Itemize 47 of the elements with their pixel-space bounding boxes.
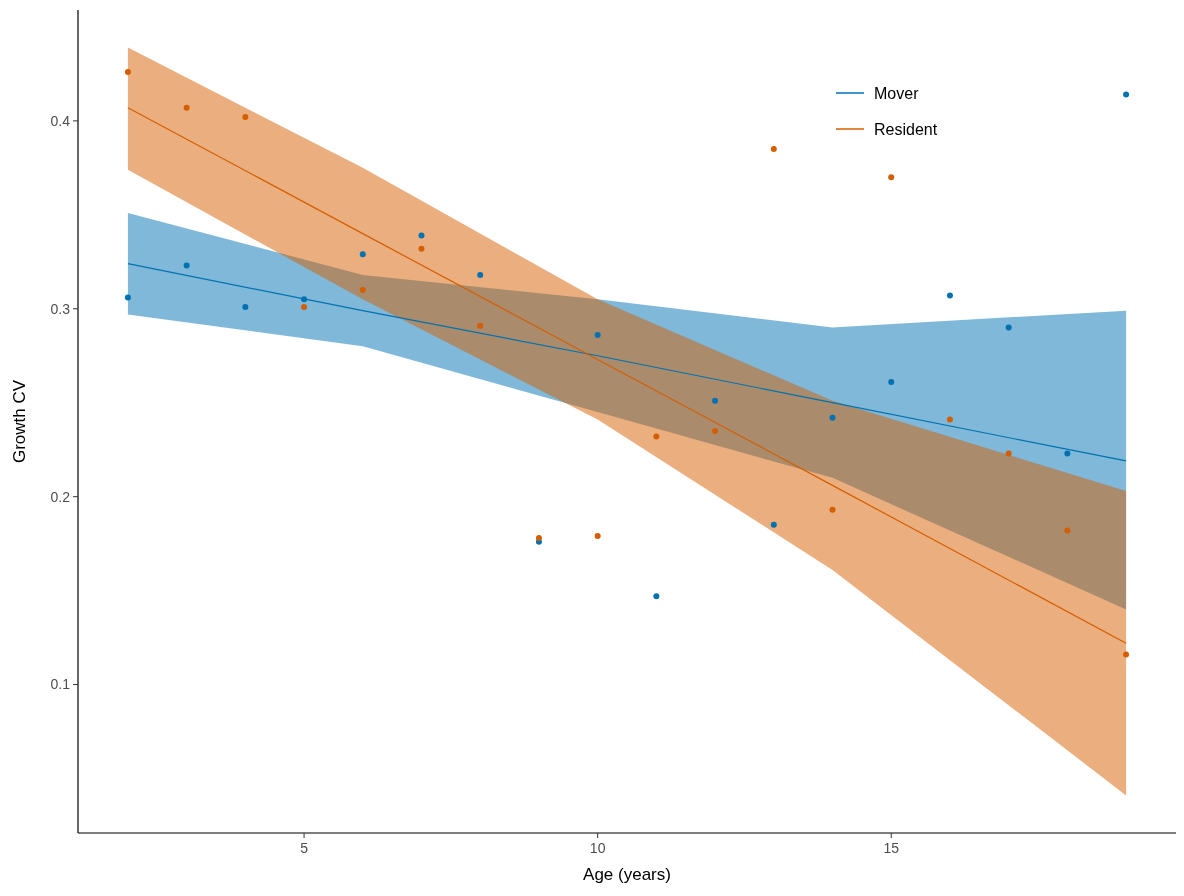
point — [359, 286, 366, 293]
point — [770, 146, 777, 153]
point — [183, 104, 190, 111]
point — [653, 433, 660, 440]
y-tick-label: 0.2 — [50, 488, 71, 505]
point — [359, 251, 366, 258]
y-axis-title: Growth CV — [10, 379, 29, 464]
point — [888, 174, 895, 181]
point — [1064, 527, 1071, 534]
point — [888, 379, 895, 386]
point — [1005, 450, 1012, 457]
point — [1064, 450, 1071, 457]
point — [653, 593, 660, 600]
point — [242, 114, 249, 121]
x-tick-label: 15 — [883, 840, 900, 856]
legend-label: Mover — [874, 84, 920, 102]
point — [829, 506, 836, 513]
point — [1123, 91, 1130, 98]
y-tick-label: 0.4 — [50, 112, 71, 129]
point — [477, 322, 484, 329]
point — [535, 535, 542, 541]
point — [242, 303, 249, 310]
y-tick-label: 0.3 — [50, 300, 71, 317]
point — [1005, 324, 1012, 331]
point — [418, 232, 425, 239]
point — [946, 292, 953, 299]
point — [594, 332, 601, 339]
point — [418, 245, 425, 252]
point — [1123, 651, 1130, 658]
x-axis-title: Age (years) — [583, 865, 671, 884]
point — [124, 294, 131, 301]
x-tick-label: 5 — [300, 840, 309, 856]
point — [594, 533, 601, 540]
line-series — [127, 263, 1127, 462]
y-tick-label: 0.1 — [50, 676, 71, 693]
point — [712, 397, 719, 404]
legend-label: Resident — [874, 120, 938, 138]
line-series — [127, 107, 1127, 644]
point — [301, 303, 308, 310]
point — [477, 271, 484, 278]
point — [829, 414, 836, 421]
point — [183, 262, 190, 269]
point — [946, 416, 953, 423]
point — [712, 427, 719, 434]
point — [124, 69, 131, 76]
point — [770, 521, 777, 528]
x-tick-label: 10 — [589, 840, 606, 856]
